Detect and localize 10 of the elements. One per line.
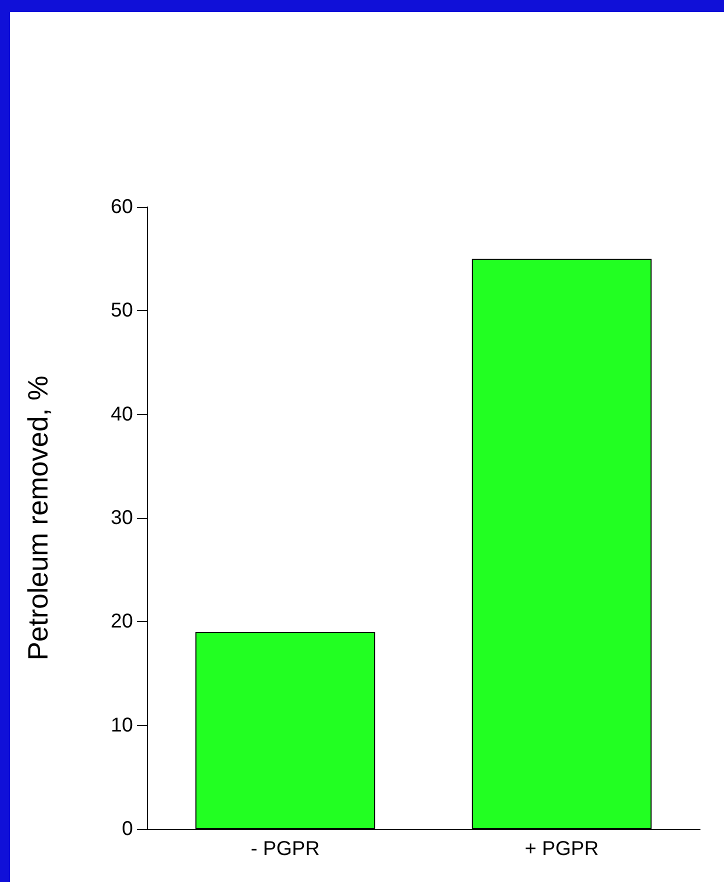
x-tick-label: + PGPR	[524, 838, 599, 860]
y-tick-label: 0	[122, 818, 133, 840]
y-tick-label: 30	[110, 507, 133, 529]
y-tick-label: 20	[110, 610, 133, 633]
y-tick-label: 60	[110, 196, 133, 218]
y-tick-label: 40	[110, 403, 133, 426]
y-tick-label: 10	[110, 714, 133, 736]
x-tick-label: - PGPR	[250, 838, 320, 860]
y-tick-label: 50	[110, 300, 133, 322]
y-axis-title: Petroleum removed, %	[22, 376, 54, 660]
